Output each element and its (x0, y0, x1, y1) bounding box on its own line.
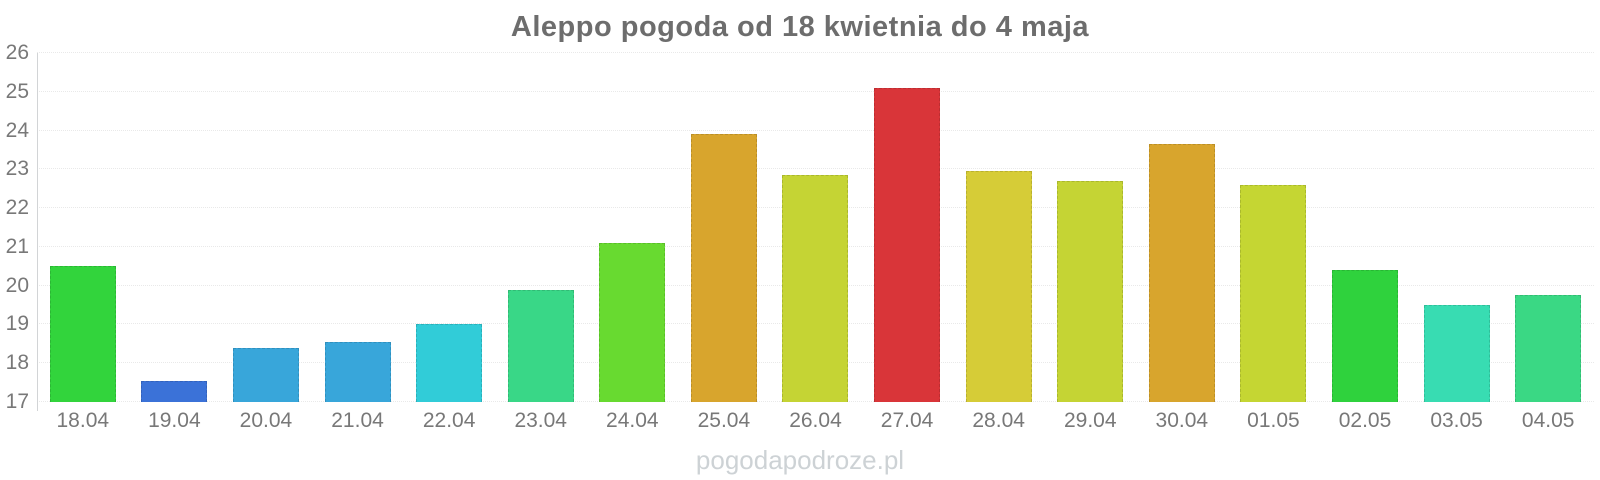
bar-slot: 22.04 (403, 53, 495, 432)
bar-slot: 04.05 (1502, 53, 1594, 432)
bar-slot: 19.04 (129, 53, 221, 432)
x-axis-tick-label: 29.04 (1063, 409, 1117, 432)
x-axis-tick-label: 28.04 (972, 409, 1025, 432)
x-axis-tick-label: 20.04 (239, 409, 293, 432)
bar-25.04 (690, 134, 757, 402)
y-axis-tick-label: 17 (5, 390, 29, 413)
bar-29.04 (1057, 180, 1124, 402)
x-axis-tick-label: 19.04 (148, 409, 201, 432)
x-axis-tick-label: 02.05 (1338, 409, 1392, 432)
bar-27.04 (874, 87, 941, 402)
bar-layer: 18.04 19.04 20.04 21.04 22.04 23.04 24.04 25.04… (37, 53, 1594, 432)
x-axis-tick-label: 26.04 (789, 409, 842, 432)
x-axis-tick-label: 25.04 (697, 409, 751, 432)
bar-slot: 27.04 (861, 53, 953, 432)
y-axis-tick-label: 24 (5, 118, 29, 142)
bar-slot: 25.04 (678, 53, 770, 432)
y-axis-tick-label: 20 (5, 273, 29, 297)
plot-area: 17 18 19 20 21 22 23 24 25 26 18.04 19.04 20.04 21.0… (6, 41, 1594, 432)
bar-22.04 (416, 324, 483, 402)
bar-slot: 30.04 (1136, 53, 1228, 432)
bar-slot: 18.04 (37, 53, 129, 432)
x-axis-tick-label: 23.04 (514, 409, 567, 432)
x-axis-tick-label: 22.04 (422, 409, 476, 432)
bar-02.05 (1332, 270, 1399, 402)
y-axis-tick-label: 22 (5, 196, 29, 220)
x-axis-tick-label: 18.04 (56, 409, 110, 432)
bar-30.04 (1148, 144, 1215, 402)
y-axis-tick-label: 23 (5, 157, 29, 181)
x-axis-tick-label: 03.05 (1430, 409, 1483, 432)
bar-20.04 (232, 347, 299, 402)
bar-01.05 (1240, 184, 1307, 402)
x-axis-tick-label: 27.04 (880, 409, 934, 432)
gridline-24 (37, 129, 1594, 131)
y-axis-tick-label: 25 (5, 79, 29, 103)
gridline-25 (37, 90, 1594, 92)
bar-03.05 (1423, 305, 1490, 402)
bar-slot: 29.04 (1044, 53, 1136, 432)
y-axis-tick-label: 18 (5, 351, 29, 375)
y-axis-tick-label: 19 (5, 312, 29, 336)
x-axis-tick-label: 21.04 (331, 409, 384, 432)
bar-slot: 23.04 (495, 53, 587, 432)
bar-slot: 24.04 (587, 53, 679, 432)
x-axis-tick-label: 30.04 (1155, 409, 1209, 432)
bar-slot: 21.04 (312, 53, 404, 432)
x-axis-tick-label: 04.05 (1521, 409, 1575, 432)
bar-slot: 26.04 (770, 53, 862, 432)
bar-slot: 01.05 (1228, 53, 1320, 432)
bar-24.04 (599, 243, 666, 402)
x-axis-tick-label: 01.05 (1247, 409, 1300, 432)
bar-slot: 03.05 (1411, 53, 1503, 432)
bar-18.04 (49, 266, 116, 402)
y-axis-tick-label: 21 (5, 234, 29, 258)
bar-04.05 (1515, 295, 1582, 402)
bar-28.04 (965, 171, 1032, 402)
bar-slot: 02.05 (1319, 53, 1411, 432)
y-axis-tick-label: 26 (5, 41, 29, 64)
bar-19.04 (141, 380, 208, 402)
x-axis-tick-label: 24.04 (606, 409, 659, 432)
bar-slot: 20.04 (220, 53, 312, 432)
bar-26.04 (782, 175, 849, 402)
gridline-23 (37, 168, 1594, 170)
watermark: pogodapodroze.pl (695, 445, 905, 475)
y-axis-line (37, 53, 38, 411)
bar-21.04 (324, 341, 391, 402)
bar-slot: 28.04 (953, 53, 1045, 432)
gridline-26 (37, 52, 1594, 53)
bar-23.04 (507, 289, 574, 402)
chart-title: Aleppo pogoda od 18 kwietnia do 4 maja (510, 11, 1090, 43)
